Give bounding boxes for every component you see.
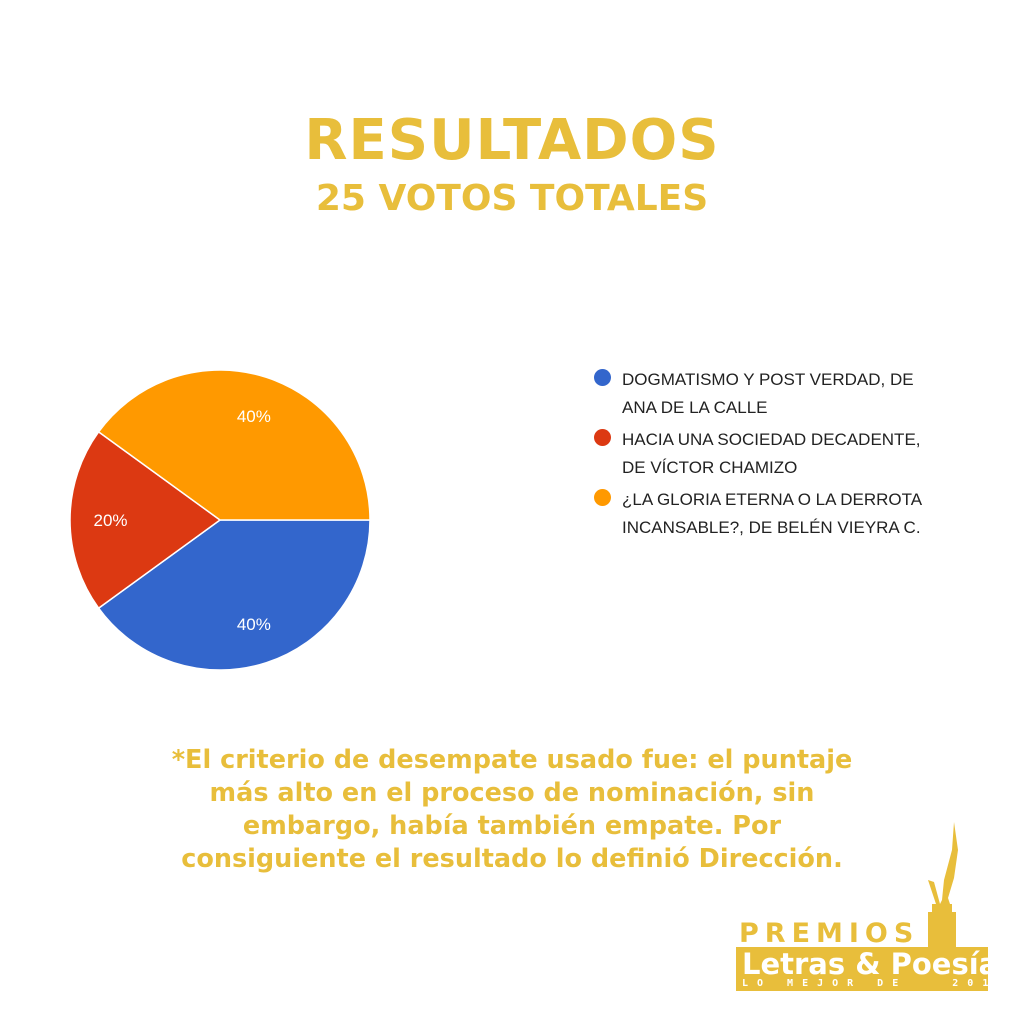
- pie-slice[interactable]: [69, 430, 222, 610]
- logo-banner: Letras & Poesía LO MEJOR DE 2019: [736, 947, 1003, 991]
- legend-item[interactable]: HACIA UNA SOCIEDAD DECADENTE, DE VÍCTOR …: [594, 426, 1014, 482]
- legend-swatch: [594, 369, 611, 386]
- logo-main-text: Letras & Poesía: [742, 947, 999, 981]
- trophy-icon: [928, 822, 958, 950]
- legend-label: ¿LA GLORIA ETERNA O LA DERROTA INCANSABL…: [622, 490, 923, 537]
- pie-slice[interactable]: [97, 519, 371, 671]
- slice-data-label: 20%: [93, 511, 127, 530]
- logo-top-text: PREMIOS: [739, 918, 920, 949]
- legend-item[interactable]: ¿LA GLORIA ETERNA O LA DERROTA INCANSABL…: [594, 486, 1014, 542]
- slice-data-label: 40%: [237, 615, 271, 634]
- premios-logo: PREMIOS Letras & Poesía LO MEJOR DE 2019: [736, 820, 1003, 1000]
- page-subtitle: 25 VOTOS TOTALES: [315, 178, 709, 219]
- legend-label: DOGMATISMO Y POST VERDAD, DE ANA DE LA C…: [622, 370, 914, 417]
- page-title: RESULTADOS: [304, 108, 720, 173]
- logo-sub-text: LO MEJOR DE 2019: [742, 978, 1013, 989]
- pie-chart: 40% 20% 40%: [69, 369, 371, 671]
- legend-swatch: [594, 489, 611, 506]
- pie-slice[interactable]: [97, 369, 371, 521]
- chart-legend: DOGMATISMO Y POST VERDAD, DE ANA DE LA C…: [594, 366, 1014, 546]
- slice-data-label: 40%: [237, 407, 271, 426]
- legend-item[interactable]: DOGMATISMO Y POST VERDAD, DE ANA DE LA C…: [594, 366, 1014, 422]
- legend-swatch: [594, 429, 611, 446]
- legend-label: HACIA UNA SOCIEDAD DECADENTE, DE VÍCTOR …: [622, 430, 921, 477]
- tiebreak-note: *El criterio de desempate usado fue: el …: [171, 745, 853, 874]
